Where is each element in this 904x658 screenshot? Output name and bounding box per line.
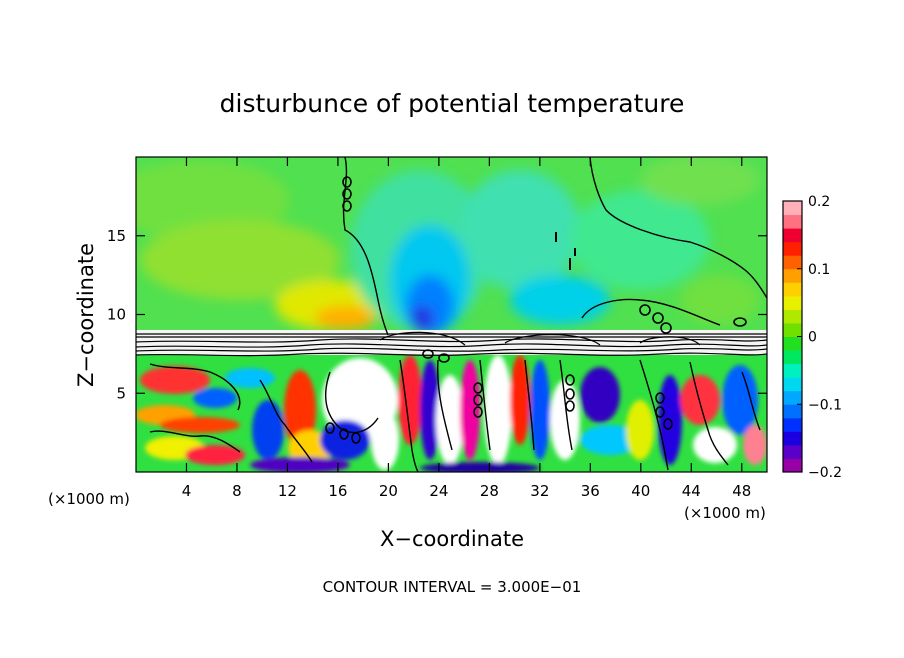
x-tick-label: 48 (732, 482, 751, 500)
y-axis: 5 10 15 (107, 227, 767, 402)
y-tick-label: 10 (107, 306, 126, 324)
x-tick-label: 20 (379, 482, 398, 500)
colorbar-segment (783, 322, 802, 337)
x-unit-right: (×1000 m) (684, 504, 766, 522)
colorbar-segment (783, 241, 802, 256)
y-tick-label: 5 (116, 384, 126, 402)
x-tick-label: 28 (480, 482, 499, 500)
y-tick-label: 15 (107, 227, 126, 245)
colorbar-segment (783, 268, 802, 283)
interface-lines (136, 331, 767, 357)
colorbar-segment (783, 404, 802, 419)
colorbar-segment (783, 214, 802, 229)
colorbar-segment (783, 309, 802, 324)
plot-area (136, 157, 767, 472)
colorbar-segment (783, 255, 802, 270)
x-tick-label: 16 (328, 482, 347, 500)
colorbar-segment (783, 444, 802, 459)
x-axis-label: X−coordinate (380, 527, 524, 551)
colorbar-segment (783, 336, 802, 351)
lower-field (136, 355, 767, 472)
colorbar-segment (783, 295, 802, 310)
x-tick-label: 8 (232, 482, 242, 500)
colorbar (782, 200, 803, 473)
x-tick-label: 4 (182, 482, 192, 500)
colorbar-segment (783, 363, 802, 378)
colorbar-ticks: 0.2 0.1 0 −0.1 −0.2 (797, 194, 842, 481)
colorbar-segment (783, 350, 802, 365)
upper-field (136, 157, 760, 335)
colorbar-segment (783, 282, 802, 297)
x-tick-label: 12 (278, 482, 297, 500)
colorbar-segment (783, 431, 802, 446)
y-axis-label: Z−coordinate (74, 243, 98, 387)
x-tick-label: 36 (581, 482, 600, 500)
colorbar-tick-label: −0.2 (808, 465, 842, 481)
x-tick-label: 24 (429, 482, 448, 500)
contour-interval-footer: CONTOUR INTERVAL = 3.000E−01 (323, 578, 582, 596)
colorbar-segment (783, 228, 802, 243)
contour-loops (325, 176, 747, 444)
x-axis: 4 8 12 16 20 24 28 32 36 40 44 48 (182, 157, 751, 500)
x-tick-label: 32 (530, 482, 549, 500)
colorbar-segment (783, 390, 802, 405)
colorbar-segment (783, 201, 802, 216)
chart-title: disturbunce of potential temperature (220, 89, 685, 118)
colorbar-tick-label: −0.1 (808, 397, 842, 413)
x-tick-label: 40 (631, 482, 650, 500)
colorbar-segment (783, 417, 802, 432)
colorbar-segment (783, 377, 802, 392)
colorbar-tick-label: 0.2 (808, 194, 830, 210)
x-unit-left: (×1000 m) (48, 490, 130, 508)
x-tick-label: 44 (682, 482, 701, 500)
colorbar-tick-label: 0.1 (808, 262, 830, 278)
colorbar-segment (783, 458, 802, 473)
colorbar-tick-label: 0 (808, 330, 817, 346)
contour-marks (555, 232, 576, 270)
